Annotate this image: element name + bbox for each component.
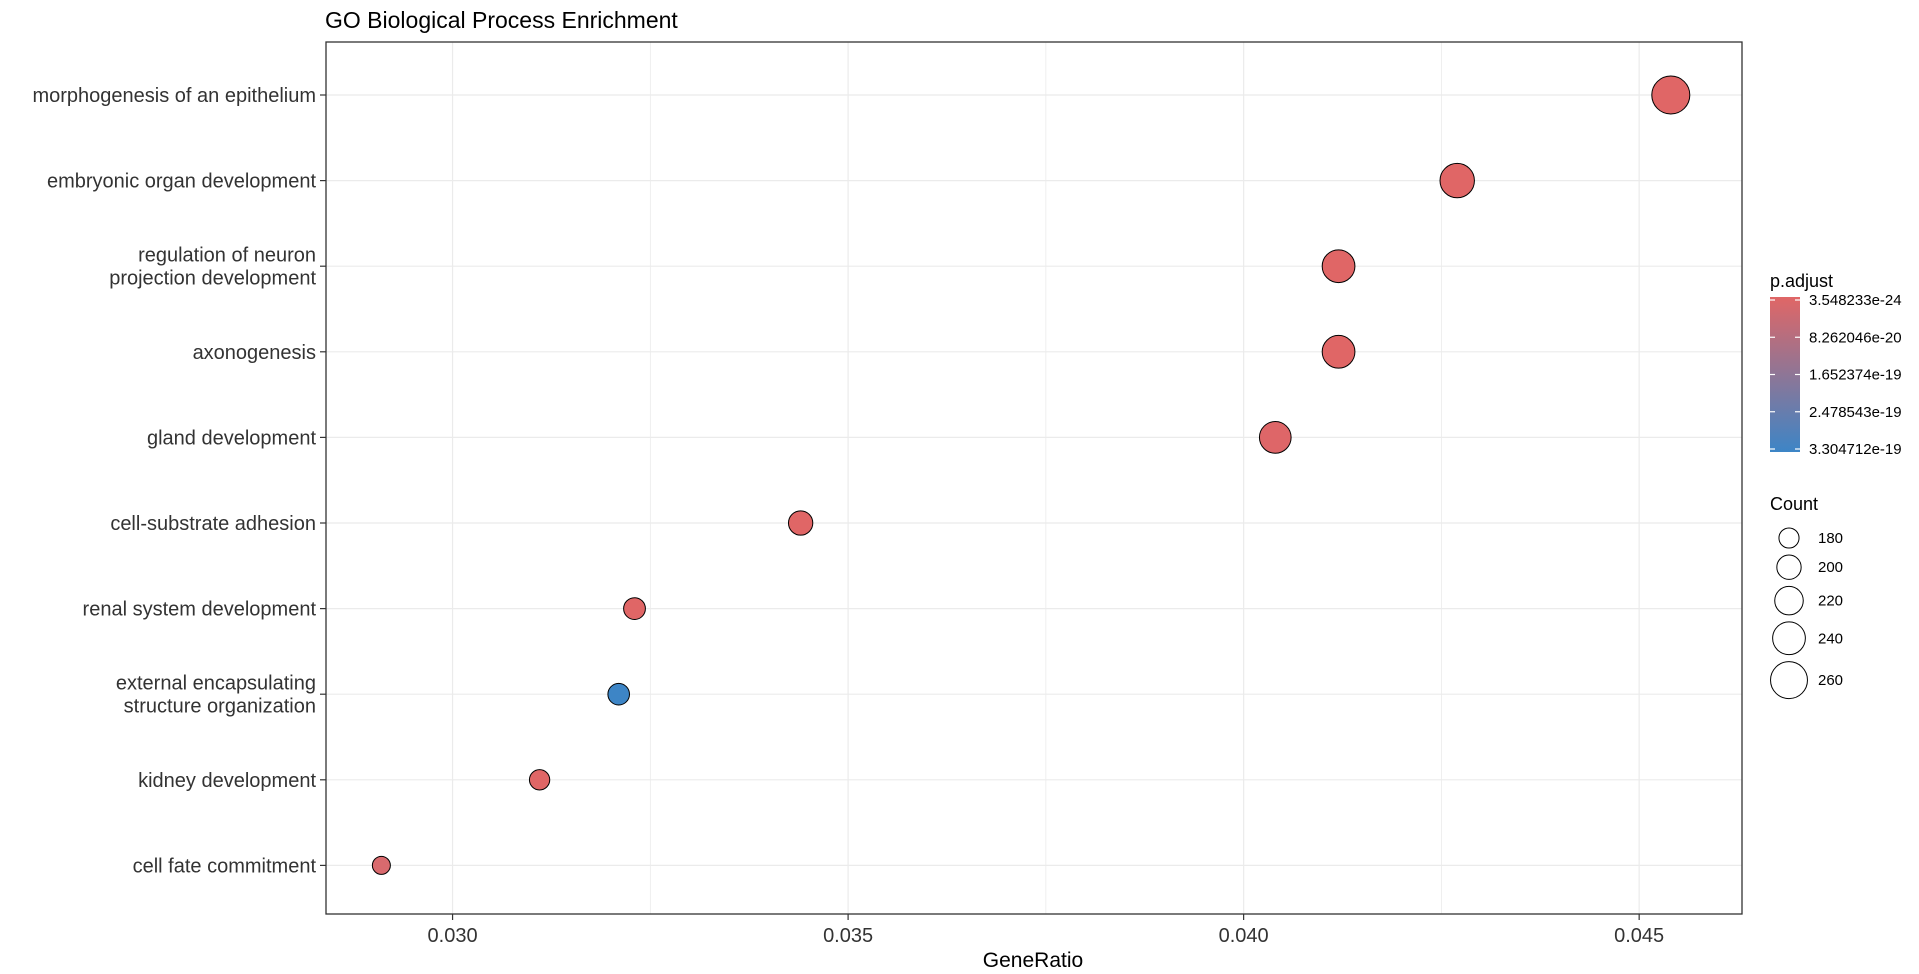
y-tick-label: gland development <box>147 427 316 449</box>
y-tick-label: cell fate commitment <box>133 855 317 877</box>
size-legend-key <box>1776 554 1802 580</box>
data-point <box>623 597 646 620</box>
y-tick-label: regulation of neuron <box>138 245 316 267</box>
grid-lines <box>326 42 1742 914</box>
y-tick-label: kidney development <box>138 770 316 792</box>
data-point <box>1258 421 1292 454</box>
y-tick-label: projection development <box>109 268 316 290</box>
data-point <box>1321 334 1356 369</box>
color-legend-label: 1.652374e-19 <box>1809 367 1902 384</box>
size-legend-key <box>1774 585 1804 616</box>
size-legend: Count 180 200 220 240 260 <box>1770 494 1843 700</box>
x-tick-label: 0.045 <box>1614 925 1664 947</box>
data-point <box>1321 249 1356 284</box>
color-legend-label: 3.304712e-19 <box>1809 441 1902 458</box>
size-legend-label: 180 <box>1818 530 1843 547</box>
x-tick-label: 0.040 <box>1219 925 1269 947</box>
size-legend-label: 200 <box>1818 559 1843 576</box>
data-point <box>1651 75 1691 115</box>
size-legend-label: 260 <box>1818 672 1843 689</box>
x-axis-title: GeneRatio <box>983 949 1083 972</box>
color-legend-title: p.adjust <box>1770 271 1833 291</box>
y-tick-label: axonogenesis <box>193 342 316 364</box>
color-legend: p.adjust 3.548233e-24 8.262046e-20 1.65237… <box>1770 271 1902 458</box>
color-legend-label: 2.478543e-19 <box>1809 404 1902 421</box>
data-point <box>787 510 814 536</box>
data-points <box>371 75 1691 875</box>
y-tick-label: renal system development <box>83 599 317 621</box>
x-tick-label: 0.030 <box>428 925 478 947</box>
size-legend-title: Count <box>1770 494 1818 514</box>
size-legend-label: 240 <box>1818 630 1843 647</box>
x-tick-label: 0.035 <box>823 925 873 947</box>
data-point <box>528 769 551 791</box>
chart-title: GO Biological Process Enrichment <box>325 7 678 33</box>
y-tick-label: cell-substrate adhesion <box>110 513 316 535</box>
data-point <box>607 682 630 706</box>
y-tick-label: structure organization <box>124 696 316 718</box>
size-legend-key <box>1778 527 1800 549</box>
y-tick-label: morphogenesis of an epithelium <box>32 85 316 107</box>
plot-panel-border <box>325 41 1743 915</box>
x-axis: 0.030 0.035 0.040 0.045 <box>428 914 1664 947</box>
color-legend-label: 3.548233e-24 <box>1809 292 1902 309</box>
data-point <box>371 855 391 875</box>
size-legend-key <box>1770 661 1808 700</box>
data-point <box>1439 162 1475 199</box>
y-tick-label: external encapsulating <box>116 673 316 695</box>
size-legend-key <box>1772 621 1806 656</box>
y-tick-label: embryonic organ development <box>47 171 316 193</box>
plot-panel <box>326 42 1742 914</box>
size-legend-label: 220 <box>1818 593 1843 610</box>
y-axis: morphogenesis of an epithelium embryonic … <box>32 85 326 877</box>
color-legend-label: 8.262046e-20 <box>1809 329 1902 346</box>
